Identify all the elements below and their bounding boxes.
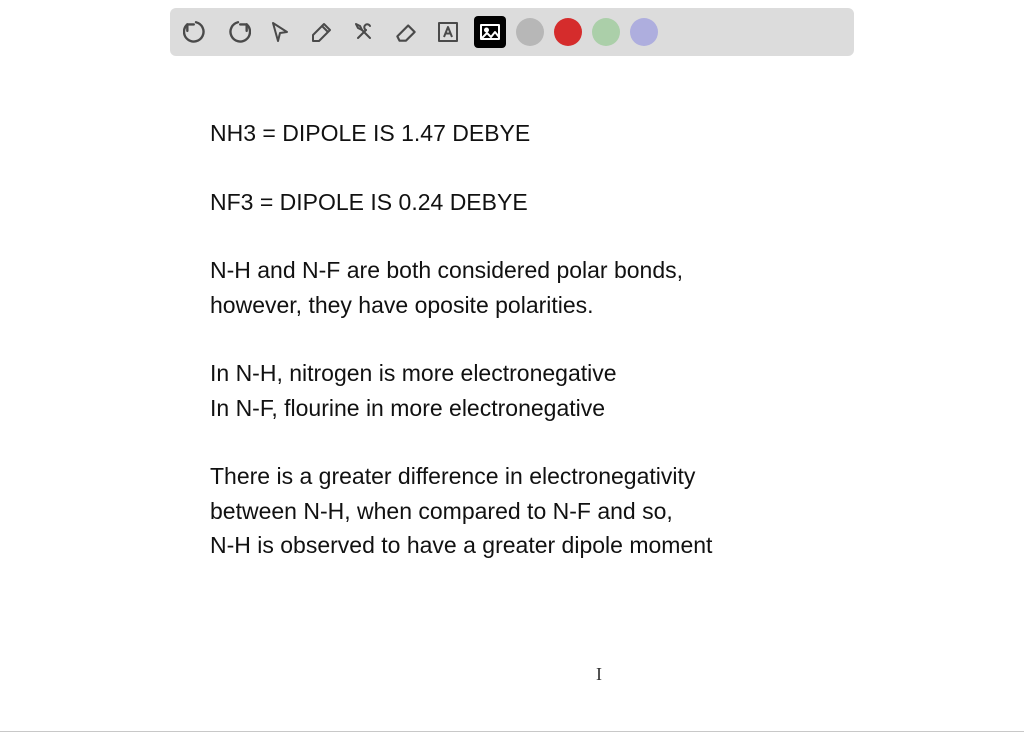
text-line: N-H is observed to have a greater dipole… <box>210 528 1024 563</box>
text-line: NH3 = DIPOLE IS 1.47 DEBYE <box>210 116 1024 151</box>
content-area[interactable]: NH3 = DIPOLE IS 1.47 DEBYE NF3 = DIPOLE … <box>0 56 1024 563</box>
footer-divider <box>0 731 1024 732</box>
eraser-icon <box>393 19 419 45</box>
text-line: NF3 = DIPOLE IS 0.24 DEBYE <box>210 185 1024 220</box>
color-swatch-red[interactable] <box>554 18 582 46</box>
pointer-icon <box>268 20 292 44</box>
pointer-button[interactable] <box>264 16 296 48</box>
color-swatch-green[interactable] <box>592 18 620 46</box>
paragraph-5: There is a greater difference in electro… <box>210 459 1024 563</box>
eraser-button[interactable] <box>390 16 422 48</box>
tools-button[interactable] <box>348 16 380 48</box>
redo-icon <box>225 19 251 45</box>
undo-icon <box>183 19 209 45</box>
pencil-button[interactable] <box>306 16 338 48</box>
paragraph-2: NF3 = DIPOLE IS 0.24 DEBYE <box>210 185 1024 220</box>
text-tool-button[interactable] <box>432 16 464 48</box>
text-line: There is a greater difference in electro… <box>210 459 1024 494</box>
image-tool-button[interactable] <box>474 16 506 48</box>
text-line: N-H and N-F are both considered polar bo… <box>210 253 1024 288</box>
tools-icon <box>352 20 376 44</box>
undo-button[interactable] <box>180 16 212 48</box>
paragraph-3: N-H and N-F are both considered polar bo… <box>210 253 1024 322</box>
color-swatch-gray[interactable] <box>516 18 544 46</box>
image-icon <box>478 20 502 44</box>
pencil-icon <box>310 20 334 44</box>
text-line: In N-F, flourine in more electronegative <box>210 391 1024 426</box>
text-tool-icon <box>436 20 460 44</box>
text-cursor-indicator: I <box>596 664 602 685</box>
toolbar <box>170 8 854 56</box>
color-swatch-lavender[interactable] <box>630 18 658 46</box>
text-line: between N-H, when compared to N-F and so… <box>210 494 1024 529</box>
text-line: In N-H, nitrogen is more electronegative <box>210 356 1024 391</box>
paragraph-1: NH3 = DIPOLE IS 1.47 DEBYE <box>210 116 1024 151</box>
text-line: however, they have oposite polarities. <box>210 288 1024 323</box>
redo-button[interactable] <box>222 16 254 48</box>
paragraph-4: In N-H, nitrogen is more electronegative… <box>210 356 1024 425</box>
